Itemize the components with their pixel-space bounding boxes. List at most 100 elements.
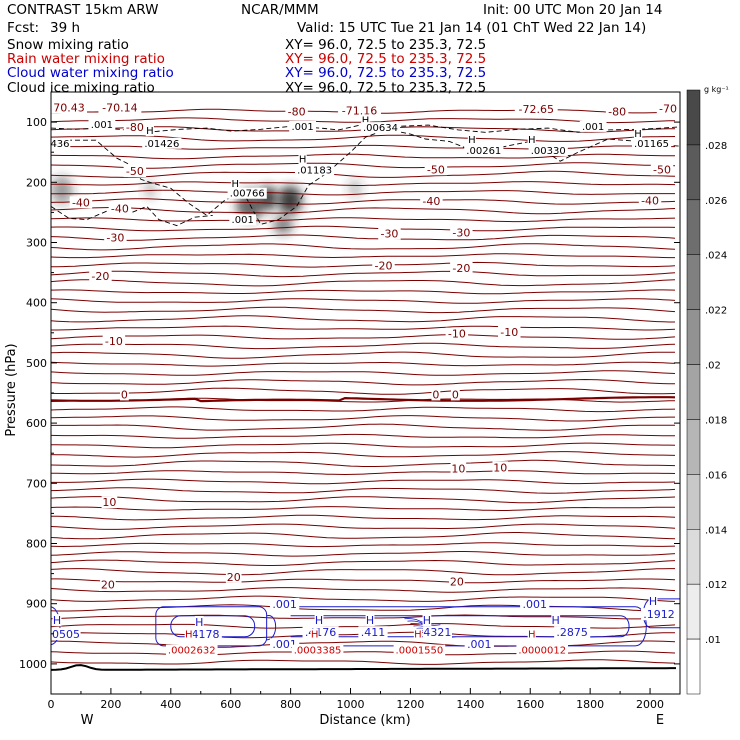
isotherm-label-bg [123,121,147,134]
isotherm-line [51,523,676,530]
isotherm-line [51,162,676,169]
ice-label: H [362,115,370,126]
isotherm-line [51,532,676,540]
cloud-water-label: .001 [272,638,297,651]
rain-label: H [528,629,536,640]
x-tick-label: 800 [280,698,301,711]
y-tick-label: 1000 [19,658,47,671]
cloud-water-label: 4321 [423,626,451,639]
isotherm-label: 70.43 [53,101,85,114]
x-tick-label: 1600 [516,698,544,711]
colorbar-unit: g kg⁻¹ [704,85,729,94]
colorbar-tick-label: .022 [705,306,727,317]
colorbar-segment [686,583,701,640]
isotherm-line [51,253,675,259]
field-label-cloud-water: Cloud water mixing ratio [7,65,174,81]
isotherm-label: -30 [452,226,470,239]
cloud-water-label-bg [520,597,550,610]
cloud-water-label: .001 [467,638,492,651]
ice-label: .001 [232,215,254,226]
isotherm-label-bg [100,578,116,591]
isotherm-label: 20 [227,571,241,584]
ice-label-bg [51,137,71,149]
isotherm-line [51,423,675,431]
isotherm-line [51,595,676,602]
isotherm-label: -40 [641,195,659,208]
colorbar-tick-label: .012 [705,580,727,591]
ice-label: H [468,135,476,146]
rain-label-bg [393,644,446,656]
ice-label: H [231,179,239,190]
isotherm-label: -50 [427,163,445,176]
isotherm-line [51,470,676,476]
isotherm-label-bg [450,388,460,401]
colorbar-segment [686,89,701,146]
x-tick-label: 1000 [337,698,365,711]
isotherm-label: -80 [288,105,306,118]
ice-label: .01165 [634,139,669,150]
x-tick-label: 1200 [396,698,424,711]
cloud-water-label: .2875 [556,626,588,639]
y-tick-label: 300 [26,237,47,250]
isotherm-line [51,189,675,196]
rain-label: H [185,629,193,640]
isotherm-label: -30 [380,228,398,241]
colorbar-tick-label: .028 [705,141,727,152]
cloud-water-label-bg [314,614,324,627]
isotherm-label-bg [445,327,469,340]
rain-label-bg [165,644,218,656]
rain-label-bg [184,628,193,640]
colorbar-tick-label: .026 [705,196,727,207]
cloud-water-label-bg [464,638,494,651]
isotherm-line [51,650,676,656]
cloud-water-label: .1912 [643,608,675,621]
cloud-water-label: H [366,614,374,627]
isotherm-line [51,451,676,458]
isotherm-line [51,614,676,620]
cloud-water-label: H [315,614,323,627]
cloud-water-label: H [195,616,203,629]
east-end-label: E [656,713,664,728]
ice-label-bg [527,134,536,146]
cloud-water-contour [290,615,630,638]
x-axis-label: Distance (km) [319,713,410,728]
field-xy-snow: XY= 96.0, 72.5 to 235.3, 72.5 [285,37,486,53]
isotherm-line [51,387,676,395]
ice-label-bg [294,164,335,176]
isotherm-line [51,334,676,340]
isotherm-line [51,170,676,178]
cloud-water-label-bg [365,614,375,627]
rain-label: .0002632 [168,646,216,657]
cloud-water-label-bg [422,626,453,639]
cloud-water-label: .411 [361,626,386,639]
isotherm-label-bg [450,462,467,475]
isotherm-line [51,378,676,386]
ice-label-bg [631,137,672,149]
colorbar-segment [686,419,701,475]
isotherm-label: 20 [450,576,464,589]
west-end-label: W [81,713,94,728]
y-tick-label: 400 [26,297,47,310]
ice-label-bg [464,145,504,157]
isotherm-label: -40 [72,196,90,209]
isotherm-label: -50 [653,163,671,176]
x-tick-label: 600 [220,698,241,711]
isotherm-line [51,478,676,485]
isotherm-label-bg [123,165,147,178]
isotherm-label: -71.16 [342,104,377,117]
rain-label-bg [516,644,569,656]
isotherm-line [51,459,676,467]
rain-label-bg [413,628,423,640]
isotherm-label-bg [650,163,674,176]
isotherm-label-bg [104,231,127,244]
y-axis-label: Pressure (hPa) [4,343,19,436]
colorbar-tick-label: .024 [705,251,727,262]
colorbar-tick-label: .014 [705,525,727,536]
cloud-water-contour [266,615,277,641]
isotherm-label: 0 [452,388,459,401]
ice-label-bg [528,145,568,157]
isotherm-line [51,207,676,215]
isotherm-label-bg [431,388,441,401]
isotherm-label: -80 [126,121,144,134]
cloud-water-label-bg [422,614,432,627]
